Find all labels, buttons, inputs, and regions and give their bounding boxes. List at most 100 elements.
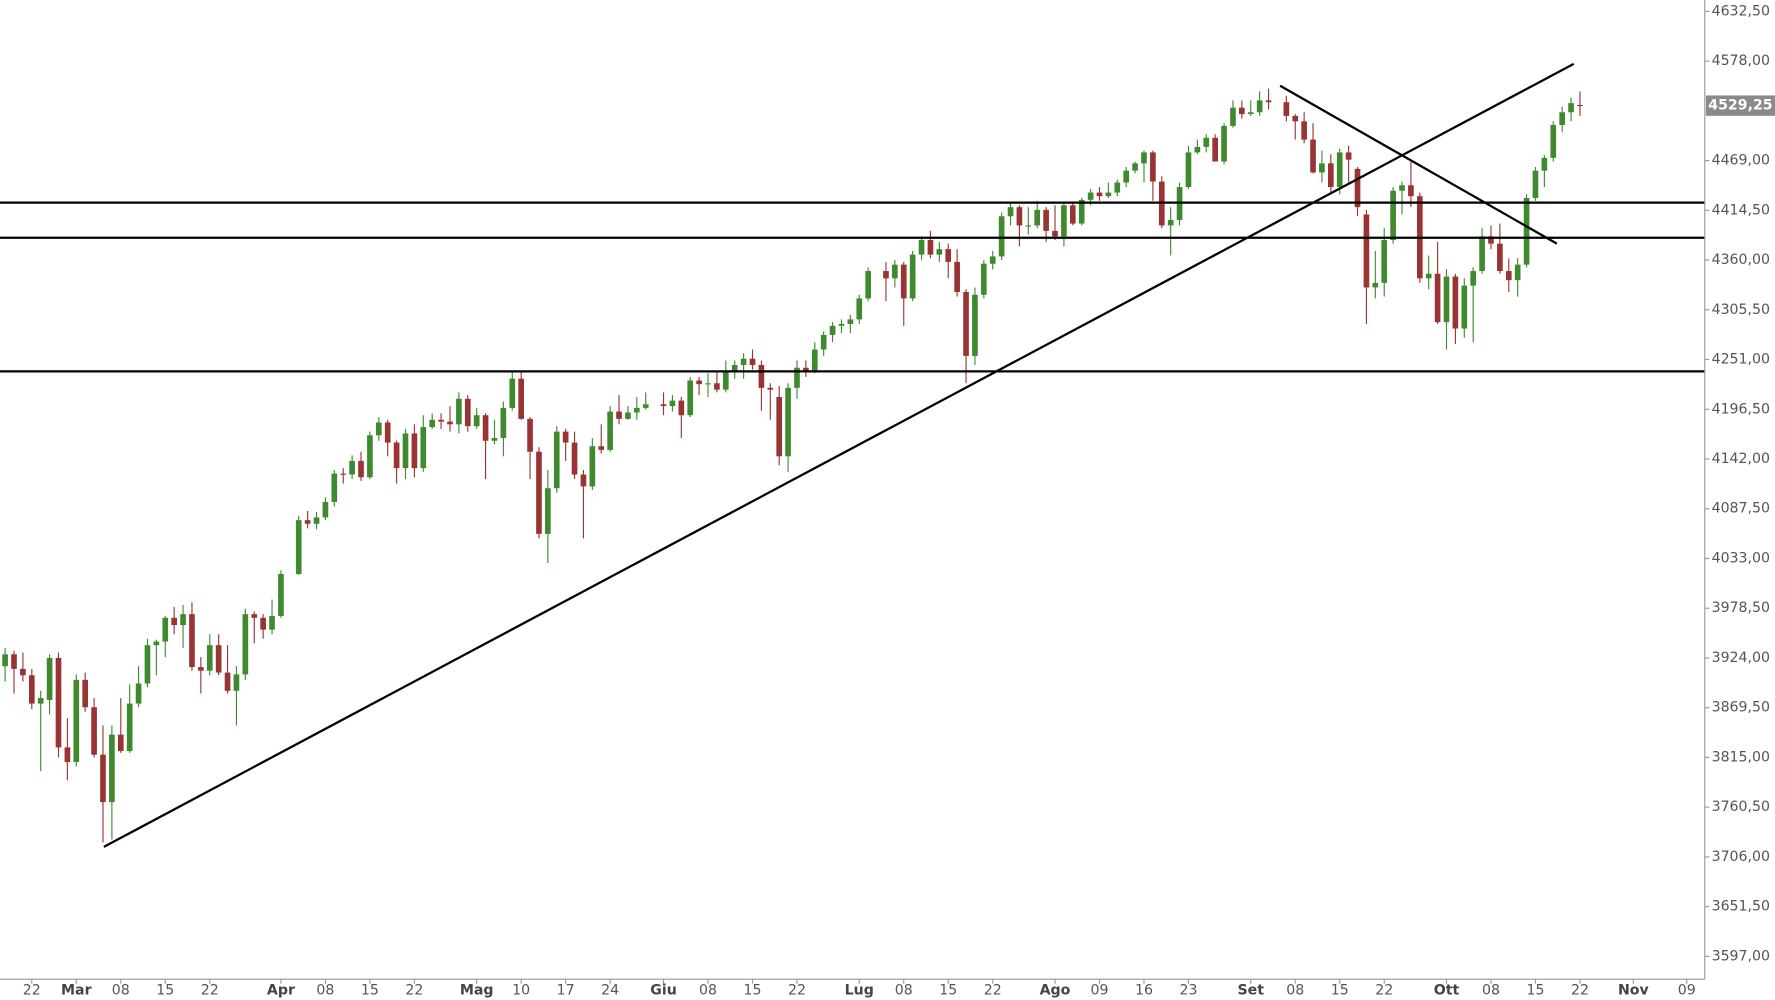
x-tick-label: 24 xyxy=(601,982,619,998)
candle-body xyxy=(936,249,943,255)
x-tick-label: 22 xyxy=(1571,982,1589,998)
candle-body xyxy=(509,378,516,408)
candle-body xyxy=(367,435,373,478)
candle-body xyxy=(616,411,622,419)
x-tick-label: Mar xyxy=(61,982,92,998)
candle-body xyxy=(1488,236,1494,244)
x-tick-label: 15 xyxy=(939,982,957,998)
candle-body xyxy=(340,473,347,475)
candle-body xyxy=(1256,100,1263,113)
candle-body xyxy=(847,319,854,324)
candle-body xyxy=(233,674,240,691)
x-tick-label: Mag xyxy=(460,982,494,998)
candle-body xyxy=(598,446,605,450)
candle-body xyxy=(545,488,551,534)
candle-body xyxy=(1212,137,1218,162)
candle-body xyxy=(429,419,436,428)
y-tick-label: 3597,00 xyxy=(1712,948,1770,964)
candle-body xyxy=(242,614,249,675)
x-tick-label: 08 xyxy=(112,982,130,998)
candle-body xyxy=(1479,236,1485,272)
candle-body xyxy=(678,400,685,416)
y-tick-label: 3706,00 xyxy=(1712,849,1770,865)
candle-body xyxy=(625,412,631,419)
x-tick-label: 09 xyxy=(1678,982,1696,998)
candle-body xyxy=(1497,243,1503,272)
axes: 4632,50 4578,00 4469,00 4414,50 4360,00 4305,… xyxy=(23,3,1775,998)
candle-body xyxy=(696,380,702,385)
candle-body xyxy=(251,614,258,618)
x-tick-label: 16 xyxy=(1135,982,1153,998)
candle-body xyxy=(180,614,186,626)
candle-body xyxy=(482,415,489,441)
candle-body xyxy=(153,641,160,646)
candle-body xyxy=(1541,157,1548,171)
candle-body xyxy=(126,703,133,752)
x-tick-label: 17 xyxy=(557,982,575,998)
candle-body xyxy=(117,734,124,752)
candle-body xyxy=(37,698,44,704)
candle-body xyxy=(1185,152,1192,188)
candle-body xyxy=(794,367,800,388)
candle-body xyxy=(447,421,453,425)
candle-body xyxy=(260,617,266,630)
candle-body xyxy=(411,433,418,469)
trend-line xyxy=(103,62,1575,848)
candle-body xyxy=(1372,282,1379,288)
candle-body xyxy=(1247,112,1254,115)
candle-body xyxy=(553,431,560,489)
candle-body xyxy=(73,679,80,762)
candle-body xyxy=(1150,152,1156,182)
candle-body xyxy=(998,216,1005,257)
candle-body xyxy=(1434,273,1441,323)
candle-body xyxy=(900,264,907,299)
y-tick-label: 3815,00 xyxy=(1712,749,1770,765)
x-tick-label: 23 xyxy=(1179,982,1197,998)
candle-body xyxy=(375,422,382,436)
candle-body xyxy=(1310,139,1316,173)
candle-body xyxy=(758,365,765,388)
candle-body xyxy=(1514,264,1521,281)
candle-body xyxy=(2,654,8,667)
y-tick-label: 4414,50 xyxy=(1712,202,1770,218)
x-tick-label: Nov xyxy=(1618,982,1649,998)
candle-body xyxy=(776,396,783,457)
candle-body xyxy=(865,271,871,299)
candle-body xyxy=(767,387,774,390)
candle-body xyxy=(464,398,471,427)
x-tick-label: 15 xyxy=(744,982,762,998)
candle-body xyxy=(562,431,569,443)
y-tick-label: 4251,00 xyxy=(1712,352,1770,368)
candle-body xyxy=(135,683,142,704)
candle-body xyxy=(1336,152,1343,188)
candle-body xyxy=(1194,146,1201,153)
y-tick-label: 4305,50 xyxy=(1712,302,1770,318)
candle-body xyxy=(1425,273,1432,279)
x-tick-label: 22 xyxy=(405,982,423,998)
candle-body xyxy=(91,707,97,755)
candle-body xyxy=(909,254,916,299)
candle-body xyxy=(1443,276,1450,323)
candle-body xyxy=(144,645,151,684)
candle-body xyxy=(589,446,596,487)
candle-body xyxy=(1568,103,1574,113)
candle-body xyxy=(278,573,284,616)
candle-body xyxy=(856,298,863,320)
x-tick-label: 08 xyxy=(1286,982,1304,998)
y-tick-label: 4033,00 xyxy=(1712,550,1770,566)
candle-body xyxy=(714,383,720,390)
candle-body xyxy=(189,614,195,668)
x-tick-label: Giu xyxy=(650,982,676,998)
candle-body xyxy=(1078,199,1085,224)
candle-body xyxy=(1523,198,1530,265)
candle-body xyxy=(456,398,462,425)
y-tick-label: 3760,50 xyxy=(1712,799,1770,815)
candle-body xyxy=(518,378,524,419)
x-tick-label: 09 xyxy=(1091,982,1109,998)
x-tick-label: 22 xyxy=(201,982,219,998)
candle-body xyxy=(722,371,729,390)
candle-body xyxy=(162,617,169,642)
trend-line xyxy=(1279,84,1558,245)
candle-body xyxy=(20,668,26,676)
